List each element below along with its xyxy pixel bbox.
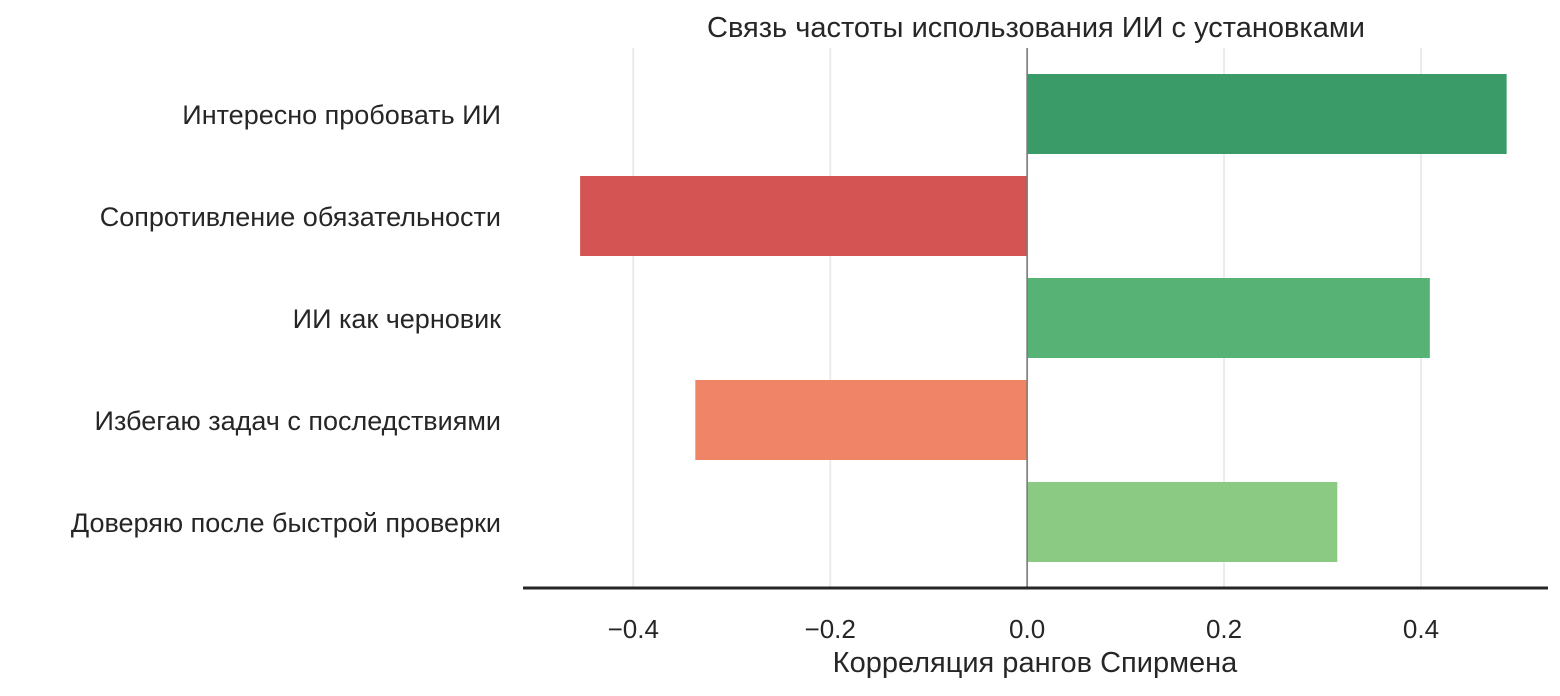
x-tick-label: 0.4: [1403, 614, 1439, 644]
category-label: Избегаю задач с последствиями: [95, 406, 501, 436]
bar: [1027, 74, 1507, 154]
x-tick-label: −0.2: [805, 614, 856, 644]
y-category-labels: Интересно пробовать ИИ Сопротивление обяз…: [71, 100, 501, 538]
bar: [695, 380, 1028, 460]
bar: [580, 176, 1028, 256]
category-label: Интересно пробовать ИИ: [182, 100, 501, 130]
bar: [1027, 278, 1430, 358]
x-tick-label: −0.4: [608, 614, 659, 644]
category-label: Доверяю после быстрой проверки: [71, 508, 501, 538]
chart-title: Связь частоты использования ИИ с установ…: [707, 12, 1365, 44]
category-label: ИИ как черновик: [293, 304, 502, 334]
x-tick-labels: −0.4 −0.2 0.0 0.2 0.4: [608, 614, 1439, 644]
bar: [1027, 482, 1338, 562]
x-axis-label: Корреляция рангов Спирмена: [833, 647, 1238, 679]
x-tick-label: 0.0: [1009, 614, 1045, 644]
bars: [580, 74, 1507, 562]
x-tick-label: 0.2: [1206, 614, 1242, 644]
category-label: Сопротивление обязательности: [100, 202, 501, 232]
